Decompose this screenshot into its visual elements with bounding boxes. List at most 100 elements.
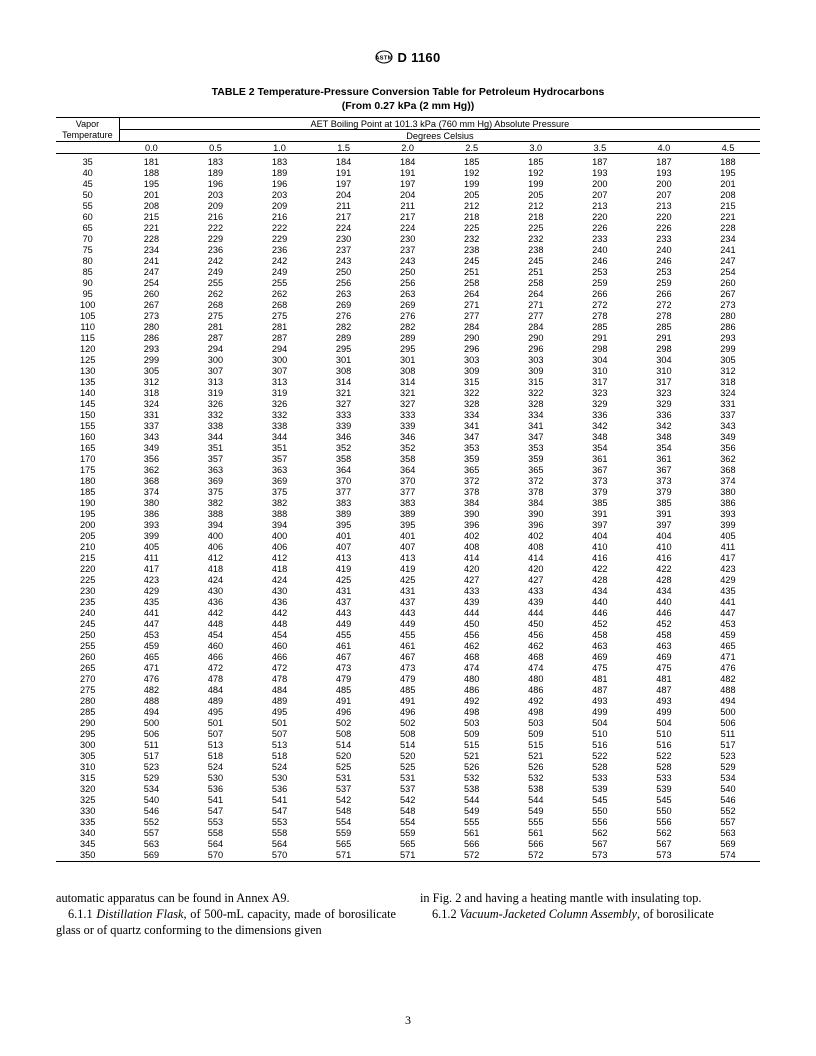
vapor-temp-cell: 65	[56, 223, 119, 234]
data-cell: 351	[183, 443, 247, 454]
vapor-temp-cell: 110	[56, 322, 119, 333]
data-cell: 559	[376, 828, 440, 839]
data-cell: 502	[376, 718, 440, 729]
data-cell: 517	[696, 740, 760, 751]
data-cell: 481	[568, 674, 632, 685]
data-cell: 536	[247, 784, 311, 795]
data-cell: 493	[632, 696, 696, 707]
data-cell: 204	[312, 190, 376, 201]
data-cell: 343	[119, 432, 183, 443]
data-cell: 436	[247, 597, 311, 608]
data-cell: 504	[632, 718, 696, 729]
vapor-temp-cell: 280	[56, 696, 119, 707]
data-cell: 233	[632, 234, 696, 245]
data-cell: 277	[504, 311, 568, 322]
data-cell: 567	[568, 839, 632, 850]
data-cell: 489	[247, 696, 311, 707]
data-cell: 493	[568, 696, 632, 707]
table-row: 60215216216217217218218220220221	[56, 212, 760, 223]
data-cell: 528	[568, 762, 632, 773]
data-cell: 534	[119, 784, 183, 795]
data-cell: 229	[183, 234, 247, 245]
data-cell: 193	[568, 168, 632, 179]
data-cell: 447	[119, 619, 183, 630]
table-row: 350569570570571571572572573573574	[56, 850, 760, 862]
data-cell: 511	[119, 740, 183, 751]
data-cell: 391	[568, 509, 632, 520]
data-cell: 221	[119, 223, 183, 234]
table-row: 345563564564565565566566567567569	[56, 839, 760, 850]
data-cell: 385	[632, 498, 696, 509]
data-cell: 394	[247, 520, 311, 531]
data-cell: 402	[440, 531, 504, 542]
data-cell: 530	[247, 773, 311, 784]
data-cell: 276	[312, 311, 376, 322]
data-cell: 404	[568, 531, 632, 542]
table-title: TABLE 2 Temperature-Pressure Conversion …	[56, 85, 760, 113]
data-cell: 523	[696, 751, 760, 762]
svg-text:ASTM: ASTM	[376, 56, 394, 62]
data-cell: 511	[696, 729, 760, 740]
data-cell: 471	[696, 652, 760, 663]
data-cell: 348	[568, 432, 632, 443]
data-cell: 260	[119, 289, 183, 300]
data-cell: 389	[376, 509, 440, 520]
data-cell: 278	[568, 311, 632, 322]
data-cell: 260	[696, 278, 760, 289]
col-head: 2.5	[440, 142, 504, 154]
data-cell: 245	[504, 256, 568, 267]
data-cell: 308	[376, 366, 440, 377]
vapor-temp-cell: 135	[56, 377, 119, 388]
data-cell: 213	[568, 201, 632, 212]
data-cell: 425	[376, 575, 440, 586]
vapor-temp-cell: 340	[56, 828, 119, 839]
data-cell: 291	[632, 333, 696, 344]
data-cell: 220	[568, 212, 632, 223]
sec-611-label: 6.1.1	[68, 907, 96, 921]
data-cell: 351	[247, 443, 311, 454]
data-cell: 363	[183, 465, 247, 476]
data-cell: 506	[696, 718, 760, 729]
data-cell: 346	[312, 432, 376, 443]
data-cell: 215	[119, 212, 183, 223]
data-cell: 446	[568, 608, 632, 619]
data-cell: 273	[119, 311, 183, 322]
data-cell: 287	[183, 333, 247, 344]
data-cell: 530	[183, 773, 247, 784]
data-cell: 255	[247, 278, 311, 289]
vapor-temp-cell: 35	[56, 154, 119, 168]
col-head: 1.5	[312, 142, 376, 154]
data-cell: 531	[312, 773, 376, 784]
data-cell: 212	[440, 201, 504, 212]
data-cell: 224	[312, 223, 376, 234]
vapor-temp-cell: 350	[56, 850, 119, 862]
data-cell: 449	[376, 619, 440, 630]
table-row: 195386388388389389390390391391393	[56, 509, 760, 520]
data-cell: 378	[504, 487, 568, 498]
data-cell: 192	[440, 168, 504, 179]
data-cell: 181	[119, 154, 183, 168]
table-row: 50201203203204204205205207207208	[56, 190, 760, 201]
data-cell: 337	[696, 410, 760, 421]
vapor-temp-cell: 325	[56, 795, 119, 806]
data-cell: 183	[247, 154, 311, 168]
data-cell: 474	[504, 663, 568, 674]
data-cell: 363	[247, 465, 311, 476]
data-cell: 545	[568, 795, 632, 806]
data-cell: 310	[632, 366, 696, 377]
page-number: 3	[0, 1013, 816, 1028]
data-cell: 333	[312, 410, 376, 421]
data-cell: 414	[440, 553, 504, 564]
data-cell: 281	[183, 322, 247, 333]
data-cell: 420	[440, 564, 504, 575]
table-row: 320534536536537537538538539539540	[56, 784, 760, 795]
data-cell: 372	[504, 476, 568, 487]
data-cell: 467	[312, 652, 376, 663]
data-cell: 359	[504, 454, 568, 465]
data-cell: 204	[376, 190, 440, 201]
data-cell: 495	[247, 707, 311, 718]
data-cell: 533	[568, 773, 632, 784]
data-cell: 259	[568, 278, 632, 289]
data-cell: 441	[696, 597, 760, 608]
data-cell: 499	[632, 707, 696, 718]
